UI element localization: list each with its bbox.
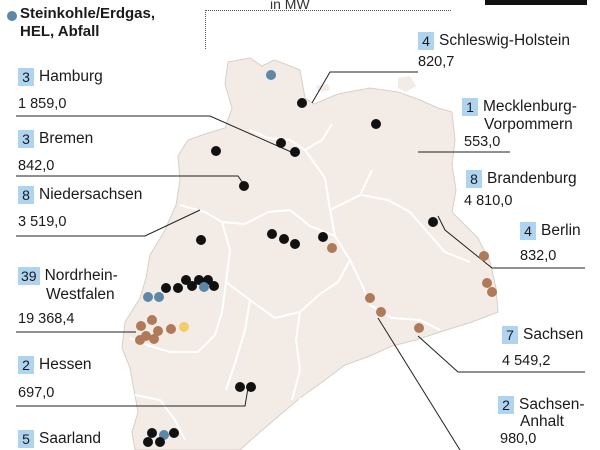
plant-count-badge: 4 <box>418 32 434 50</box>
plant-dot <box>266 70 276 80</box>
plant-count-badge: 2 <box>498 396 514 414</box>
plant-dot <box>290 147 300 157</box>
state-label-mecklenburg-vorpommern: 1 Mecklenburg- <box>462 98 577 116</box>
state-value-hessen: 697,0 <box>18 385 55 401</box>
plant-dot <box>194 275 204 285</box>
plant-dot <box>135 335 145 345</box>
state-label-sachsen-anhalt: 2 Sachsen- <box>498 396 584 414</box>
unit-label: in MW <box>270 0 310 12</box>
plant-dot <box>179 322 189 332</box>
state-value-nordrhein-westfalen: 19 368,4 <box>18 311 75 327</box>
plant-dot <box>276 138 286 148</box>
state-label-sachsen: 7 Sachsen <box>502 326 583 344</box>
state-label-sachsen-anhalt-2: Anhalt <box>520 413 564 430</box>
plant-dot <box>371 119 381 129</box>
state-value-berlin: 832,0 <box>520 248 557 264</box>
state-label-berlin: 4 Berlin <box>520 222 581 240</box>
plant-dot <box>318 232 328 242</box>
plant-dot <box>143 437 153 447</box>
state-value-niedersachsen: 3 519,0 <box>18 214 67 230</box>
state-label-schleswig-holstein: 4 Schleswig-Holstein <box>418 32 570 50</box>
plant-dots <box>135 70 497 447</box>
plant-count-badge: 7 <box>502 326 518 344</box>
plant-count-badge: 4 <box>520 222 536 240</box>
plant-dot <box>209 281 219 291</box>
plant-dot <box>428 217 438 227</box>
state-value-mecklenburg-vorpommern: 553,0 <box>464 134 501 150</box>
state-label-hessen: 2 Hessen <box>18 356 92 374</box>
plant-dot <box>482 278 492 288</box>
state-borders <box>129 123 471 450</box>
plant-dot <box>246 382 256 392</box>
plant-dot <box>414 323 424 333</box>
plant-dot <box>136 321 146 331</box>
state-value-hamburg: 1 859,0 <box>18 96 67 112</box>
plant-count-badge: 3 <box>18 130 34 148</box>
plant-dot <box>267 229 277 239</box>
state-value-bremen: 842,0 <box>18 158 55 174</box>
legend-line2: HEL, Abfall <box>20 23 100 40</box>
plant-dot <box>143 292 153 302</box>
island-fehmarn <box>316 84 330 92</box>
plant-dot <box>279 234 289 244</box>
plant-dot <box>297 98 307 108</box>
plant-dot <box>327 243 337 253</box>
plant-count-badge: 8 <box>466 170 482 188</box>
plant-dot <box>376 307 386 317</box>
plant-dot <box>153 326 163 336</box>
plant-dot <box>154 292 164 302</box>
leader-lines <box>16 71 585 450</box>
plant-dot <box>199 282 209 292</box>
plant-dot <box>196 235 206 245</box>
plant-dot <box>211 146 221 156</box>
plant-dot <box>147 315 157 325</box>
germany-land <box>121 57 499 450</box>
plant-dot <box>239 181 249 191</box>
plant-dot <box>365 293 375 303</box>
plant-dot <box>169 428 179 438</box>
plant-count-badge: 5 <box>18 430 34 448</box>
state-label-brandenburg: 8 Brandenburg <box>466 170 577 188</box>
plant-dot <box>235 382 245 392</box>
plant-dot <box>166 324 176 334</box>
state-label-hamburg: 3 Hamburg <box>18 68 103 86</box>
plant-dot <box>149 334 159 344</box>
state-label-nordrhein-westfalen-2: Westfalen <box>46 286 115 303</box>
state-label-nordrhein-westfalen: 39 Nordrhein- <box>18 267 118 285</box>
state-label-saarland: 5 Saarland <box>18 430 101 448</box>
plant-dot <box>290 239 300 249</box>
plant-count-badge: 2 <box>18 356 34 374</box>
state-value-schleswig-holstein: 820,7 <box>418 54 455 70</box>
state-value-sachsen: 4 549,2 <box>502 353 551 369</box>
plant-dot <box>187 281 197 291</box>
plant-dot <box>173 283 183 293</box>
plant-count-badge: 39 <box>18 267 40 285</box>
legend-line1: Steinkohle/Erdgas, <box>20 5 156 22</box>
plant-count-badge: 1 <box>462 98 478 116</box>
plant-count-badge: 3 <box>18 68 34 86</box>
island-ruegen <box>398 76 416 92</box>
plant-dot <box>161 283 171 293</box>
plant-count-badge: 8 <box>18 186 34 204</box>
state-label-mecklenburg-vorpommern-2: Vorpommern <box>484 116 573 133</box>
state-value-brandenburg: 4 810,0 <box>464 193 513 209</box>
legend-frame <box>205 10 451 49</box>
header-bar <box>485 0 587 5</box>
plant-dot <box>147 428 157 438</box>
plant-dot <box>487 287 497 297</box>
state-label-bremen: 3 Bremen <box>18 130 93 148</box>
legend-dot-icon <box>7 11 17 21</box>
state-value-sachsen-anhalt: 980,0 <box>500 431 537 447</box>
plant-dot <box>479 251 489 261</box>
plant-dot <box>155 437 165 447</box>
state-label-niedersachsen: 8 Niedersachsen <box>18 186 142 204</box>
